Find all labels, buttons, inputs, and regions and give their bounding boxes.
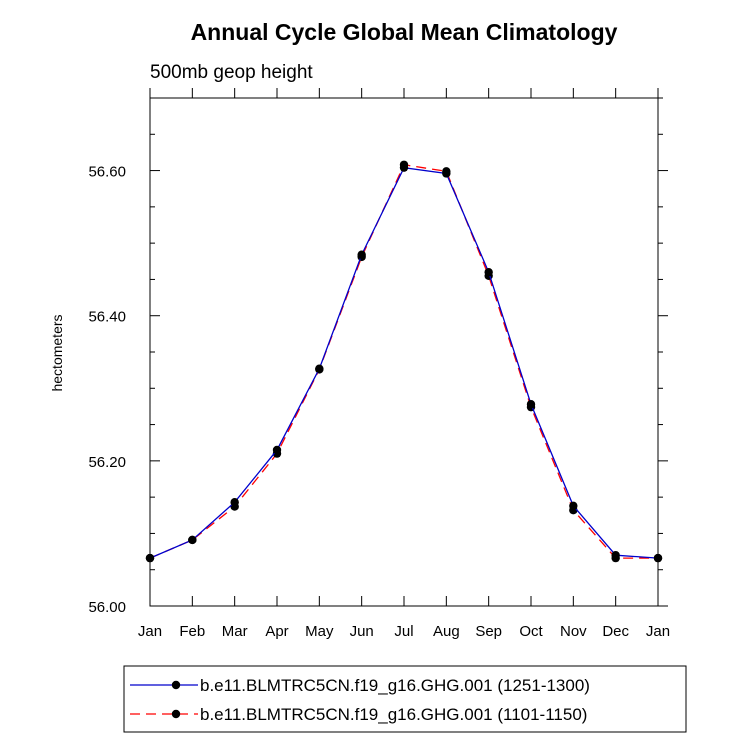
data-point bbox=[569, 501, 578, 511]
x-tick-label: Nov bbox=[560, 623, 587, 640]
series-line bbox=[149, 166, 659, 559]
y-tick-labels: 56.00 56.20 56.40 56.60 bbox=[88, 164, 126, 616]
legend-entry: b.e11.BLMTRC5CN.f19_g16.GHG.001 (1251-13… bbox=[200, 676, 590, 695]
y-tick-label: 56.00 bbox=[88, 599, 126, 616]
x-tick-label: May bbox=[305, 623, 334, 640]
x-tick-label: Jul bbox=[394, 623, 413, 640]
x-tick-label: Feb bbox=[179, 623, 205, 640]
y-tick-label: 56.40 bbox=[88, 309, 126, 326]
x-tick-label: Oct bbox=[519, 623, 543, 640]
x-tick-label: Mar bbox=[222, 623, 248, 640]
legend-box bbox=[123, 665, 687, 733]
legend: b.e11.BLMTRC5CN.f19_g16.GHG.001 (1251-13… bbox=[130, 676, 590, 724]
plot-area-frame bbox=[149, 97, 659, 607]
legend-marker bbox=[171, 709, 181, 719]
axis-ticks bbox=[149, 88, 668, 607]
x-tick-label: Sep bbox=[475, 623, 502, 640]
x-tick-label: Jan bbox=[138, 623, 162, 640]
data-point bbox=[611, 551, 620, 560]
data-point bbox=[399, 163, 409, 172]
data-point bbox=[484, 267, 493, 277]
x-tick-label: Jan bbox=[646, 623, 670, 640]
data-point bbox=[272, 445, 282, 455]
chart-subtitle: 500mb geop height bbox=[150, 62, 313, 83]
data-point bbox=[315, 364, 324, 373]
data-point bbox=[653, 553, 663, 563]
data-point bbox=[188, 535, 197, 545]
legend-marker bbox=[171, 680, 181, 690]
data-point bbox=[442, 169, 451, 178]
y-tick-label: 56.20 bbox=[88, 454, 126, 471]
series-layer bbox=[145, 160, 663, 563]
data-point bbox=[526, 400, 536, 409]
x-tick-label: Apr bbox=[265, 623, 288, 640]
chart-title: Annual Cycle Global Mean Climatology bbox=[191, 19, 618, 45]
data-point bbox=[145, 553, 155, 563]
x-tick-label: Jun bbox=[350, 623, 374, 640]
data-point bbox=[357, 250, 366, 259]
legend-entry: b.e11.BLMTRC5CN.f19_g16.GHG.001 (1101-11… bbox=[200, 705, 587, 724]
y-tick-label: 56.60 bbox=[88, 164, 126, 181]
x-tick-labels: Jan Feb Mar Apr May Jun Jul Aug Sep Oct Nov Dec Jan bbox=[138, 623, 670, 640]
x-tick-label: Dec bbox=[602, 623, 629, 640]
x-tick-label: Aug bbox=[433, 623, 460, 640]
data-point bbox=[230, 498, 239, 507]
y-axis-label: hectometers bbox=[49, 314, 65, 391]
series-line bbox=[149, 164, 658, 559]
